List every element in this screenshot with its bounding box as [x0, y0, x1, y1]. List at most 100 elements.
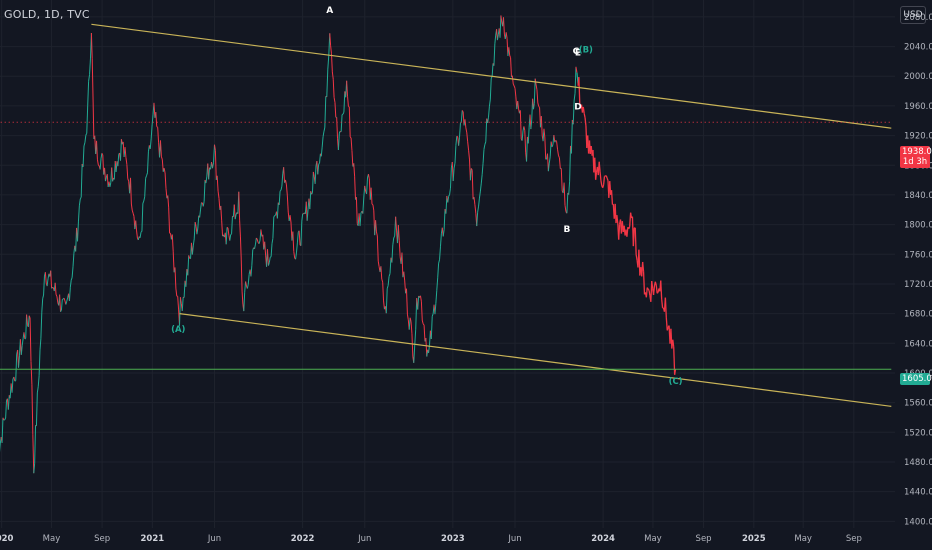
price-bar	[23, 332, 26, 339]
price-bar	[564, 205, 567, 212]
price-bar	[43, 276, 45, 296]
price-bar	[471, 170, 474, 200]
price-bar	[549, 141, 552, 157]
price-bar	[127, 178, 130, 182]
price-bar	[536, 89, 539, 103]
projection-bar	[602, 176, 606, 185]
price-bar	[555, 140, 557, 142]
price-bar	[213, 144, 216, 151]
projection-bar	[665, 317, 668, 331]
price-bar	[483, 144, 486, 150]
currency-button[interactable]: USD	[900, 6, 926, 24]
price-bar	[217, 191, 220, 199]
price-bar	[494, 34, 497, 45]
price-bar	[126, 164, 129, 179]
price-bar	[183, 280, 186, 298]
price-bar	[331, 71, 334, 80]
price-bar	[301, 213, 304, 222]
projection-bar	[652, 285, 656, 296]
price-bar	[502, 17, 505, 35]
price-bar	[21, 338, 24, 346]
price-bar	[448, 194, 450, 197]
price-bar	[456, 135, 458, 138]
price-bar	[403, 271, 406, 281]
price-bar	[439, 233, 442, 247]
upper-channel-line[interactable]	[91, 23, 892, 129]
current-price-value: 1938.03	[902, 147, 932, 157]
price-bar	[387, 276, 390, 286]
price-bar	[267, 262, 270, 266]
price-bar	[188, 255, 191, 259]
price-bar	[278, 191, 281, 205]
price-bar	[537, 102, 540, 107]
price-bar	[568, 181, 571, 195]
price-bar	[130, 177, 132, 204]
price-bar	[311, 192, 313, 195]
price-bar	[208, 167, 211, 180]
price-bar	[54, 282, 57, 295]
lower-channel-line[interactable]	[179, 313, 892, 407]
price-bar	[146, 172, 148, 176]
price-bar	[351, 150, 354, 167]
price-bar	[92, 98, 95, 139]
projection-bar	[664, 297, 667, 318]
price-bar	[355, 197, 358, 224]
price-bar	[91, 58, 94, 99]
price-bar	[125, 157, 128, 165]
price-bar	[88, 74, 91, 82]
price-bar	[46, 278, 49, 287]
x-tick-label: May	[43, 534, 61, 544]
price-bar	[239, 236, 242, 260]
price-bar	[66, 297, 69, 302]
price-bar	[332, 79, 335, 98]
price-bar	[124, 146, 127, 158]
price-bar	[551, 144, 554, 148]
price-bar	[543, 128, 546, 138]
price-bar	[65, 301, 68, 305]
price-bar	[326, 69, 329, 98]
price-bar	[266, 249, 269, 266]
price-bar	[40, 312, 43, 339]
price-bar	[347, 96, 349, 107]
y-tick-label: 1440.00	[904, 488, 932, 498]
projection-bar	[582, 106, 585, 114]
price-bar	[476, 212, 479, 227]
projection-bar	[672, 339, 675, 347]
projection-bar	[673, 346, 676, 375]
price-bar	[535, 84, 538, 90]
x-tick-label: May	[794, 534, 812, 544]
price-bar	[70, 277, 73, 281]
price-bar	[510, 57, 512, 78]
price-bar	[151, 114, 154, 125]
price-bar	[509, 55, 512, 58]
price-bar	[524, 130, 527, 153]
price-bar	[527, 127, 530, 144]
price-bar	[27, 315, 30, 327]
price-bar	[111, 167, 114, 182]
price-bar	[558, 157, 561, 169]
price-bar	[530, 119, 533, 130]
price-bar	[245, 281, 247, 287]
price-bar	[442, 229, 445, 237]
price-bar	[37, 375, 40, 387]
price-bar	[90, 33, 93, 59]
price-bar	[321, 136, 324, 148]
price-bar	[178, 297, 181, 326]
price-bar	[11, 378, 14, 393]
wave-label: E	[575, 48, 581, 58]
projection-bar	[645, 287, 648, 298]
x-tick-label: Jun	[357, 534, 371, 544]
price-bar	[563, 182, 566, 206]
price-bar	[439, 246, 441, 260]
projection-bar	[661, 299, 664, 309]
price-bar	[101, 152, 104, 156]
y-tick-label: 1560.00	[904, 399, 932, 409]
x-tick-label: Jun	[207, 534, 221, 544]
price-bar	[135, 220, 138, 231]
price-bar	[533, 78, 536, 104]
price-bar	[430, 316, 433, 339]
wave-label: (B)	[579, 46, 593, 56]
price-bar	[349, 136, 352, 139]
